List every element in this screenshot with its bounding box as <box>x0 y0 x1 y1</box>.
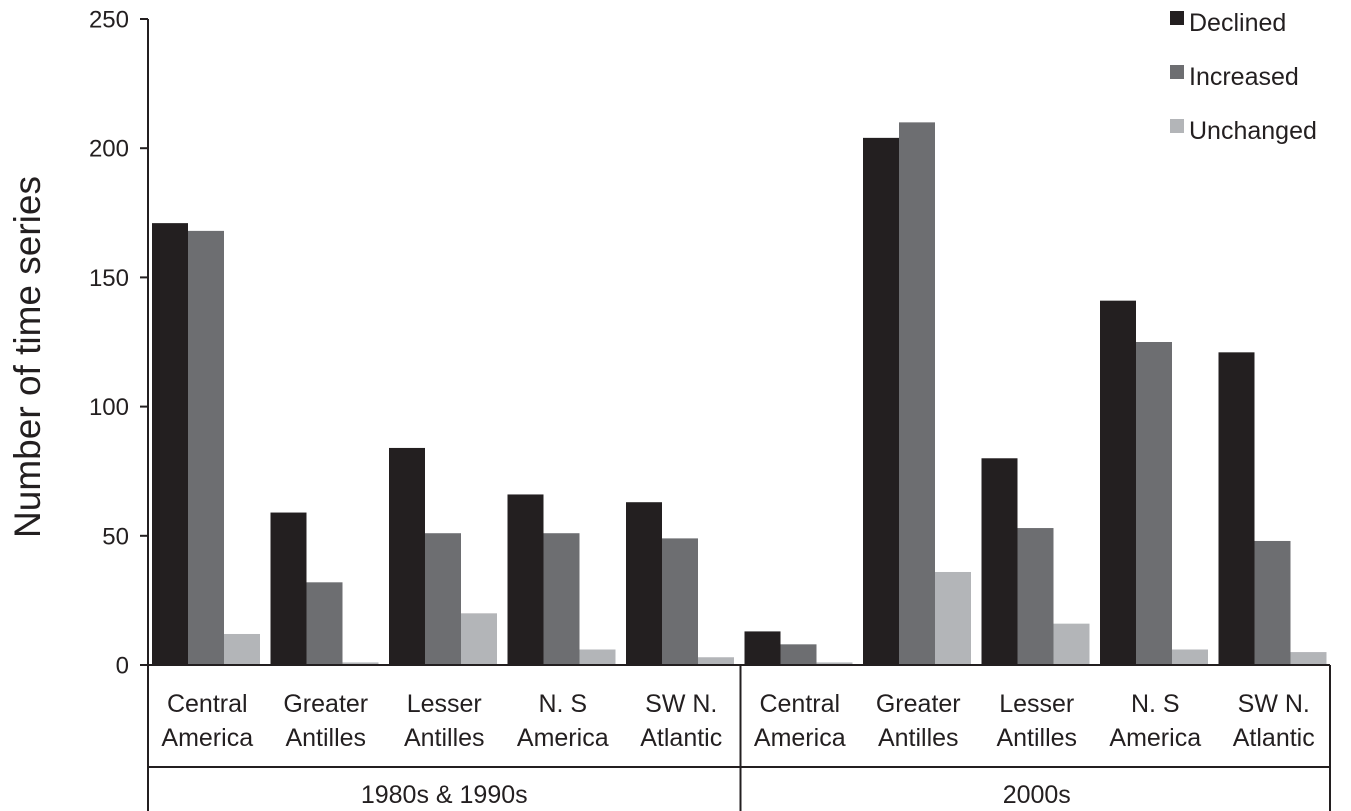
bar-declined-7 <box>981 458 1018 665</box>
legend-swatch-increased <box>1170 65 1184 79</box>
bar-unchanged-7 <box>1053 623 1090 665</box>
y-tick-label: 100 <box>89 394 129 421</box>
category-label: Atlantic <box>1233 724 1315 752</box>
y-tick-label: 150 <box>89 265 129 292</box>
bar-declined-9 <box>1218 352 1255 665</box>
bar-unchanged-0 <box>224 633 260 665</box>
bar-increased-8 <box>1136 342 1172 665</box>
category-label: N. S <box>1131 690 1180 718</box>
legend-label-unchanged: Unchanged <box>1189 117 1317 145</box>
bar-increased-3 <box>543 533 580 665</box>
category-label: America <box>517 724 609 752</box>
bar-increased-5 <box>780 644 817 665</box>
category-label: America <box>754 724 846 752</box>
y-tick-label: 200 <box>89 136 129 163</box>
legend: Declined Increased Unchanged <box>1170 9 1317 145</box>
bar-increased-6 <box>899 122 935 666</box>
legend-swatch-declined <box>1170 11 1184 25</box>
category-label: Central <box>167 690 248 718</box>
bar-unchanged-5 <box>816 662 853 665</box>
category-label: Greater <box>876 690 961 718</box>
group-label: 2000s <box>1003 781 1071 809</box>
bar-unchanged-9 <box>1290 652 1327 665</box>
category-label: America <box>161 724 253 752</box>
bar-declined-6 <box>863 137 899 665</box>
y-tick-label: 0 <box>116 653 129 680</box>
bar-declined-1 <box>270 512 307 665</box>
y-tick-label: 250 <box>89 7 129 34</box>
bar-declined-3 <box>507 494 544 665</box>
bar-unchanged-8 <box>1172 649 1208 665</box>
bar-unchanged-2 <box>461 613 497 665</box>
legend-label-increased: Increased <box>1189 63 1299 91</box>
y-axis-title: Number of time series <box>7 176 48 538</box>
y-tick-label: 50 <box>102 523 129 550</box>
bar-declined-5 <box>744 631 781 665</box>
category-label: SW N. <box>645 690 717 718</box>
bar-declined-4 <box>626 502 662 665</box>
category-label: Central <box>759 690 840 718</box>
category-label: Lesser <box>999 690 1074 718</box>
category-label: Lesser <box>407 690 482 718</box>
bar-unchanged-6 <box>935 571 971 665</box>
category-label: SW N. <box>1238 690 1310 718</box>
group-label: 1980s & 1990s <box>361 781 528 809</box>
bar-unchanged-1 <box>342 662 379 665</box>
category-label: Antilles <box>996 724 1077 752</box>
bar-unchanged-3 <box>579 649 616 665</box>
category-label: Antilles <box>878 724 959 752</box>
legend-label-declined: Declined <box>1189 9 1286 37</box>
category-label: Antilles <box>285 724 366 752</box>
bars-layer <box>152 122 1327 666</box>
category-label: Atlantic <box>640 724 722 752</box>
bar-increased-1 <box>306 582 343 665</box>
category-label: Greater <box>283 690 368 718</box>
bar-increased-4 <box>662 538 698 665</box>
bar-declined-0 <box>152 223 188 666</box>
legend-swatch-unchanged <box>1170 119 1184 133</box>
bar-increased-9 <box>1254 540 1291 665</box>
bar-increased-0 <box>188 230 224 665</box>
axes-layer <box>140 18 1331 811</box>
category-label: America <box>1109 724 1201 752</box>
bar-unchanged-4 <box>698 657 734 665</box>
category-label: N. S <box>538 690 587 718</box>
bar-increased-7 <box>1017 528 1054 665</box>
labels-layer: 0 50 100 150 200 250 Central America Greater Anti… <box>7 7 1315 810</box>
bar-increased-2 <box>425 533 461 665</box>
category-label: Antilles <box>404 724 485 752</box>
bar-declined-2 <box>389 447 425 665</box>
bar-declined-8 <box>1100 300 1136 665</box>
